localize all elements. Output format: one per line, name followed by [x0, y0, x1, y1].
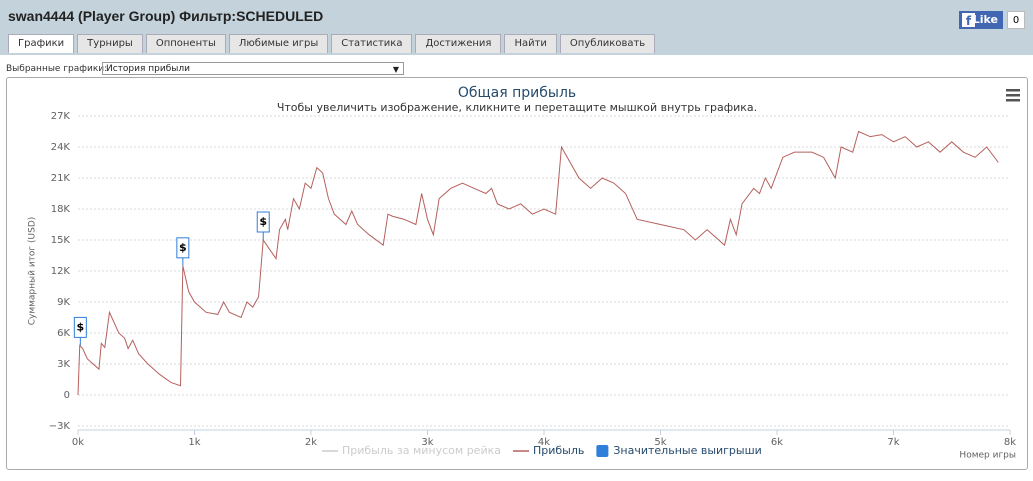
selector-label: Выбранные графики:	[6, 64, 108, 74]
y-tick-label: 3K	[57, 359, 70, 370]
legend-label: Прибыль	[533, 444, 584, 457]
y-axis-title: Суммарный итог (USD)	[28, 217, 38, 326]
page-title: swan4444 (Player Group) Фильтр:SCHEDULED	[8, 8, 324, 24]
y-tick-label: 21K	[51, 173, 71, 184]
tab[interactable]: Оппоненты	[145, 34, 226, 53]
x-tick-label: 0k	[72, 437, 84, 448]
chart-frame	[6, 77, 1028, 470]
y-tick-label: 12K	[51, 266, 71, 277]
menu-button[interactable]	[1006, 89, 1020, 102]
y-tick-label: 0	[64, 390, 70, 401]
profit-line	[77, 130, 999, 396]
tab[interactable]: Опубликовать	[559, 34, 656, 53]
flag-label: $	[259, 215, 267, 228]
legend-label: Значительные выигрыши	[613, 444, 761, 457]
flag	[73, 316, 87, 338]
tab[interactable]: Статистика	[331, 34, 413, 53]
x-tick-label: 8k	[1004, 437, 1016, 448]
like-button[interactable]: Like	[959, 11, 1003, 29]
flag	[256, 211, 270, 233]
tab[interactable]: Достижения	[415, 34, 502, 53]
y-tick-label: 6K	[57, 328, 70, 339]
legend-symbol	[596, 445, 609, 457]
header: swan4444 (Player Group) Фильтр:SCHEDULED…	[0, 0, 1033, 55]
flag	[176, 237, 190, 259]
chart: Общая прибыль Чтобы увеличить изображени…	[28, 85, 1020, 461]
x-axis-title: Номер игры	[959, 451, 1016, 461]
y-tick-label: 18K	[51, 204, 71, 215]
tab[interactable]: Найти	[504, 34, 557, 53]
y-tick-label: −3K	[49, 421, 71, 432]
x-tick-label: 6k	[771, 437, 783, 448]
x-tick-label: 2k	[305, 437, 317, 448]
chart-title: Общая прибыль	[458, 85, 576, 101]
x-tick-label: 7k	[887, 437, 899, 448]
flag-label: $	[77, 320, 85, 333]
tab[interactable]: Графики	[8, 34, 75, 53]
x-tick-label: 5k	[654, 437, 666, 448]
y-tick-label: 9K	[57, 297, 70, 308]
y-tick-label: 15K	[51, 235, 71, 246]
tabs: Графики Турниры Оппоненты Любимые игры Стати…	[8, 34, 656, 53]
y-tick-label: 24K	[51, 142, 71, 153]
flag-label: $	[179, 241, 187, 254]
like-count: 0	[1007, 11, 1025, 29]
tab[interactable]: Турниры	[77, 34, 143, 53]
x-tick-label: 1k	[188, 437, 200, 448]
x-tick-label: 4k	[538, 437, 550, 448]
y-tick-label: 27K	[51, 111, 71, 122]
legend-label: Прибыль за минусом рейка	[342, 444, 501, 457]
chart-selector[interactable]: История прибыли	[102, 62, 404, 76]
chart-subtitle: Чтобы увеличить изображение, кликните и …	[277, 101, 757, 114]
tab[interactable]: Любимые игры	[228, 34, 329, 53]
x-tick-label: 3k	[421, 437, 433, 448]
